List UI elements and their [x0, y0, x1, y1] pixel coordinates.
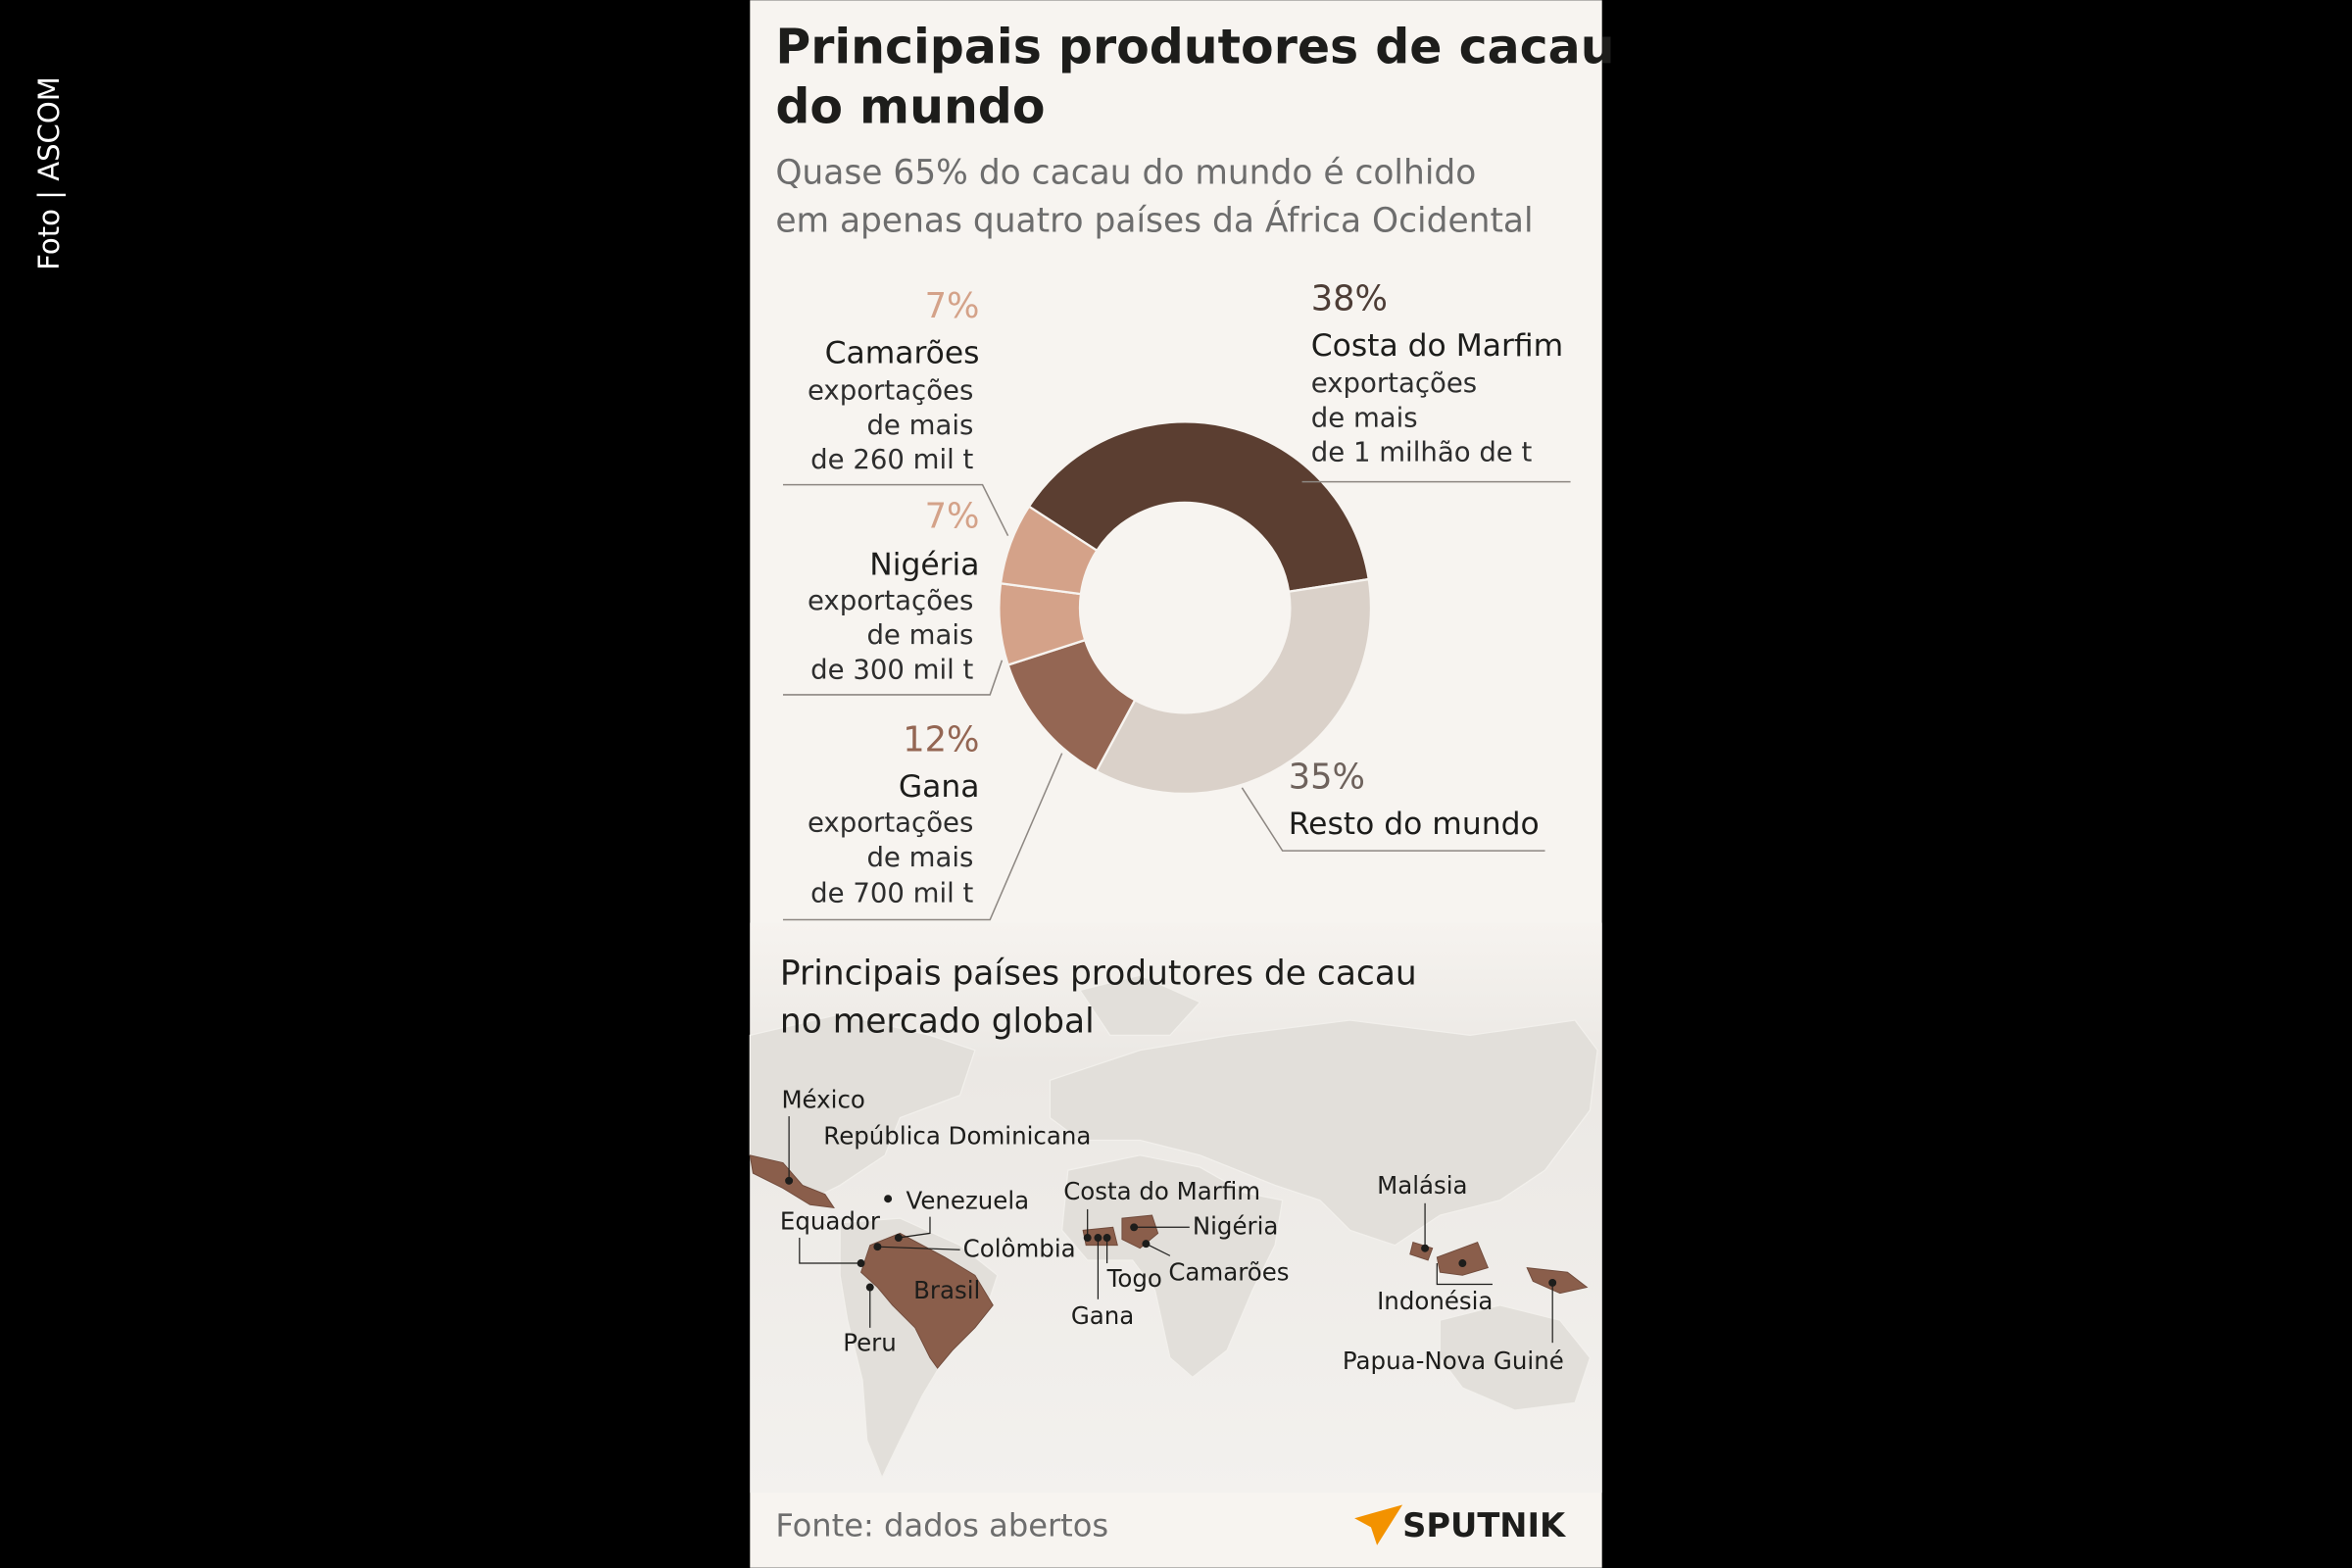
category-description: de mais: [866, 842, 973, 873]
leader-line: [1241, 787, 1545, 852]
category-description: exportações: [808, 375, 973, 407]
map-label: Colômbia: [963, 1234, 1076, 1262]
logo: SPUTNIK: [1402, 1506, 1567, 1544]
map-label: Peru: [843, 1329, 897, 1357]
category-description: exportações: [1311, 368, 1477, 399]
leader-line: [782, 483, 1009, 537]
map-leader: [799, 1238, 861, 1264]
donut-slice: [1095, 577, 1373, 796]
category-description: de mais: [1311, 402, 1418, 433]
map-label: Brasil: [913, 1276, 980, 1304]
map-leader: [898, 1216, 931, 1239]
map-label: Venezuela: [906, 1186, 1029, 1214]
value-label: 38%: [1311, 278, 1388, 318]
chart-subtitle: Quase 65% do cacau do mundo é colhido: [775, 153, 1476, 192]
map-dot: [1083, 1234, 1092, 1242]
category-description: de 300 mil t: [810, 654, 973, 685]
map-title: no mercado global: [780, 1003, 1095, 1042]
category-label: Gana: [899, 769, 980, 805]
map-dot: [865, 1283, 874, 1292]
category-description: de mais: [866, 619, 973, 651]
map-title: Principais países produtores de cacau: [780, 955, 1417, 994]
map-dot: [873, 1243, 882, 1251]
category-label: Resto do mundo: [1289, 807, 1540, 842]
chart-title: Principais produtores de cacau: [775, 19, 1614, 74]
map-dot: [1458, 1259, 1467, 1268]
category-label: Camarões: [825, 335, 980, 370]
map-leader: [1146, 1243, 1171, 1256]
map-leader: [877, 1246, 960, 1250]
source: Fonte: dados abertos: [775, 1506, 1108, 1544]
map-label: Gana: [1071, 1301, 1134, 1330]
map-dot: [1421, 1244, 1430, 1252]
value-label: 12%: [903, 719, 979, 760]
leader-line: [782, 753, 1063, 921]
donut-slice: [999, 505, 1099, 596]
map-leader: [1436, 1263, 1493, 1286]
map-label: Malásia: [1377, 1171, 1467, 1200]
value-label: 7%: [925, 496, 980, 536]
producer-countries: [749, 1154, 1589, 1369]
category-description: de mais: [866, 410, 973, 441]
map-label: Papua-Nova Guiné: [1343, 1347, 1564, 1375]
leader-line: [782, 660, 1004, 696]
map-dot: [884, 1195, 893, 1203]
map-label: Camarões: [1168, 1258, 1289, 1287]
map-dot: [785, 1176, 794, 1185]
map-dot: [894, 1234, 903, 1242]
category-label: Costa do Marfim: [1311, 328, 1563, 364]
category-label: Nigéria: [869, 547, 979, 582]
logo-mark: [1354, 1504, 1403, 1545]
map-label: México: [781, 1086, 864, 1114]
chart-title: do mundo: [775, 78, 1045, 134]
map-dot: [1548, 1278, 1557, 1287]
category-description: exportações: [808, 585, 973, 616]
map-dot: [1142, 1240, 1151, 1249]
value-label: 7%: [925, 286, 980, 326]
category-description: de 260 mil t: [810, 444, 973, 475]
donut-slice: [1027, 420, 1371, 594]
map-dot: [857, 1259, 865, 1268]
map-label: Costa do Marfim: [1063, 1177, 1260, 1205]
category-description: de 700 mil t: [810, 878, 973, 909]
map-label: República Dominicana: [823, 1121, 1091, 1150]
category-description: exportações: [808, 808, 973, 839]
map-label: Nigéria: [1193, 1211, 1279, 1240]
map-dot: [1102, 1234, 1111, 1242]
chart-subtitle: em apenas quatro países da África Ociden…: [775, 200, 1533, 240]
map-label: Indonésia: [1377, 1287, 1493, 1315]
map-dot: [1094, 1234, 1102, 1242]
category-description: de 1 milhão de t: [1311, 437, 1533, 468]
map-labels: México República Dominicana Venezuela Equad…: [780, 1086, 1564, 1375]
value-label: 35%: [1289, 758, 1365, 798]
photo-credit: Foto | ASCOM: [32, 76, 66, 270]
map-label: Equador: [780, 1207, 881, 1236]
map-label: Togo: [1106, 1264, 1162, 1293]
map-dot: [1130, 1223, 1139, 1232]
